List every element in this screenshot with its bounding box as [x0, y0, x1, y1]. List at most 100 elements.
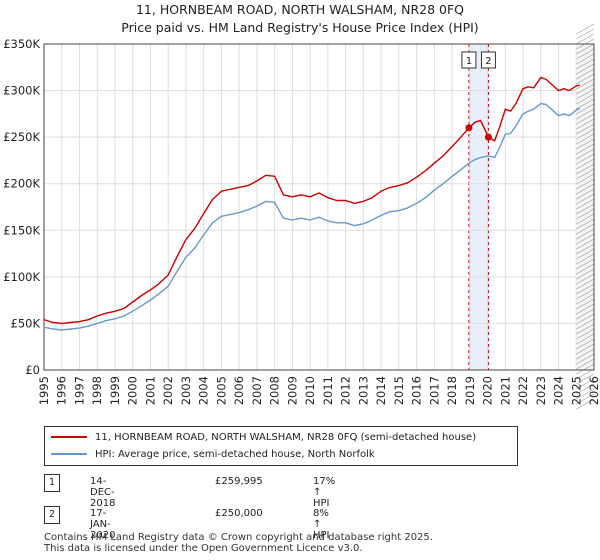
forecast-hatch-line	[576, 178, 595, 190]
chart-legend: 11, HORNBEAM ROAD, NORTH WALSHAM, NR28 0…	[44, 426, 518, 466]
x-tick-label: 2023	[534, 376, 548, 405]
x-tick-label: 2016	[410, 376, 424, 405]
forecast-hatch-line	[576, 143, 595, 155]
forecast-hatch-line	[576, 88, 595, 100]
transaction-date: 17-JAN-2020	[90, 508, 116, 541]
sale-point	[484, 133, 492, 141]
forecast-hatch-line	[576, 158, 595, 170]
transaction-badge: 2	[44, 506, 60, 524]
forecast-hatch-line	[576, 23, 595, 35]
sale-label-box	[480, 51, 496, 69]
x-tick-label: 2026	[587, 376, 600, 405]
transaction-price: £259,995	[215, 476, 263, 487]
y-tick-label: £250K	[3, 130, 40, 144]
forecast-hatch-line	[576, 323, 595, 335]
legend-label-hpi: HPI: Average price, semi-detached house,…	[95, 448, 375, 460]
x-tick-label: 2022	[516, 376, 530, 405]
x-tick-label: 1997	[72, 376, 86, 405]
transaction-price: £250,000	[215, 508, 263, 519]
forecast-hatch-line	[576, 263, 595, 275]
y-tick-label: £200K	[3, 177, 40, 191]
sale-period-band	[468, 44, 489, 370]
sale-label-number: 2	[485, 56, 491, 67]
x-tick-label: 2000	[126, 376, 140, 405]
x-tick-label: 2010	[303, 376, 317, 405]
forecast-hatch-line	[576, 103, 595, 115]
forecast-hatch-line	[576, 258, 595, 270]
legend-item-hpi: HPI: Average price, semi-detached house,…	[51, 446, 375, 462]
forecast-hatch-line	[576, 98, 595, 110]
forecast-hatch-line	[576, 333, 595, 345]
forecast-hatch-line	[576, 163, 595, 175]
legend-item-property: 11, HORNBEAM ROAD, NORTH WALSHAM, NR28 0…	[51, 429, 476, 445]
forecast-hatch-line	[576, 273, 595, 285]
forecast-hatch-line	[576, 338, 595, 350]
forecast-hatch-line	[576, 373, 595, 385]
forecast-hatch-line	[576, 78, 595, 90]
x-tick-label: 2001	[143, 376, 157, 405]
x-tick-label: 1999	[108, 376, 122, 405]
forecast-hatch-line	[576, 33, 595, 45]
forecast-hatch-line	[576, 243, 595, 255]
x-tick-label: 2015	[392, 376, 406, 405]
forecast-hatch-line	[576, 388, 595, 400]
x-tick-label: 2004	[197, 376, 211, 405]
transaction-hpi-change: 17% ↑ HPI	[313, 476, 336, 509]
forecast-hatch-line	[576, 53, 595, 65]
forecast-hatch-line	[576, 68, 595, 80]
forecast-hatch-line	[576, 303, 595, 315]
x-tick-label: 2012	[339, 376, 353, 405]
forecast-hatch-line	[576, 393, 595, 405]
forecast-hatch-line	[576, 358, 595, 370]
forecast-hatch-line	[576, 28, 595, 40]
forecast-hatch-line	[576, 138, 595, 150]
forecast-hatch-line	[576, 128, 595, 140]
x-tick-label: 2003	[179, 376, 193, 405]
forecast-hatch-line	[576, 278, 595, 290]
y-tick-label: £150K	[3, 223, 40, 237]
x-tick-label: 2009	[285, 376, 299, 405]
forecast-hatch-line	[576, 343, 595, 355]
x-tick-label: 2019	[463, 376, 477, 405]
x-tick-label: 2014	[374, 376, 388, 405]
forecast-hatch-line	[576, 398, 595, 410]
x-tick-label: 2006	[232, 376, 246, 405]
forecast-hatch-line	[576, 253, 595, 265]
forecast-hatch-line	[576, 223, 595, 235]
forecast-hatch-line	[576, 73, 595, 85]
x-tick-label: 2018	[445, 376, 459, 405]
transaction-hpi-change: 8% ↑ HPI	[313, 508, 330, 541]
hpi-line	[43, 102, 581, 331]
forecast-hatch-line	[576, 148, 595, 160]
y-tick-label: £50K	[11, 316, 41, 330]
forecast-hatch-line	[576, 43, 595, 55]
forecast-hatch-line	[576, 353, 595, 365]
chart-subtitle: Price paid vs. HM Land Registry's House …	[121, 20, 479, 35]
forecast-hatch-line	[576, 113, 595, 125]
forecast-hatch-line	[576, 123, 595, 135]
transaction-date: 14-DEC-2018	[90, 476, 116, 509]
y-tick-label: £300K	[3, 84, 40, 98]
sale-label-number: 1	[466, 56, 472, 67]
forecast-hatch-line	[576, 218, 595, 230]
x-tick-label: 1998	[90, 376, 104, 405]
forecast-hatch-line	[576, 283, 595, 295]
forecast-hatch-line	[576, 213, 595, 225]
forecast-hatch-line	[576, 188, 595, 200]
forecast-hatch-line	[576, 48, 595, 60]
forecast-hatch-line	[576, 368, 595, 380]
sale-point	[465, 124, 473, 132]
x-tick-label: 2017	[427, 376, 441, 405]
forecast-hatch-line	[576, 308, 595, 320]
y-tick-label: £350K	[3, 37, 40, 51]
legend-swatch-property	[51, 436, 87, 438]
forecast-region	[576, 44, 594, 370]
forecast-hatch-line	[576, 153, 595, 165]
forecast-hatch-line	[576, 203, 595, 215]
plot-frame	[43, 43, 595, 371]
forecast-hatch-line	[576, 168, 595, 180]
y-tick-label: £100K	[3, 270, 40, 284]
x-tick-label: 2021	[498, 376, 512, 405]
x-tick-label: 2020	[481, 376, 495, 405]
y-tick-label: £0	[25, 363, 40, 377]
